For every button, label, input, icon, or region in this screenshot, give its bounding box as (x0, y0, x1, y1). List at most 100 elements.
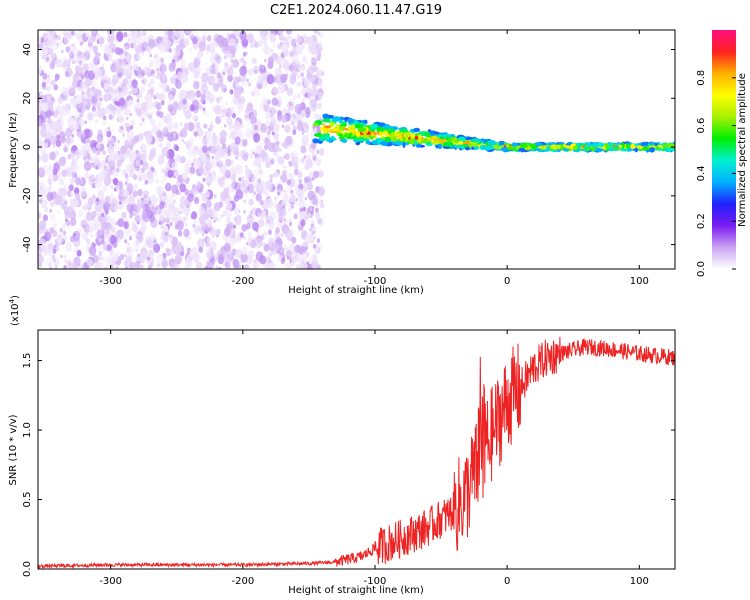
noise-cell (261, 79, 268, 89)
noise-cell (47, 241, 54, 251)
noise-cell (53, 162, 60, 172)
signal-cell (347, 118, 354, 124)
noise-cell (102, 121, 106, 126)
noise-cell (246, 32, 254, 44)
noise-cell (171, 236, 179, 247)
noise-cell (319, 84, 324, 89)
noise-cell (216, 234, 219, 238)
noise-cell (276, 156, 283, 165)
noise-cell (167, 104, 174, 113)
noise-cell (76, 50, 82, 57)
noise-cell (92, 110, 99, 118)
noise-cell (159, 73, 168, 84)
noise-cell (75, 192, 81, 201)
snr-panel: -300 -200 -100 0 100 0.0 0.5 1.0 1.5 Height of … (8, 295, 676, 596)
noise-cell (293, 70, 298, 77)
noise-cell (126, 131, 133, 142)
noise-cell (311, 151, 316, 157)
noise-cell (73, 199, 80, 208)
noise-cell (161, 61, 165, 66)
noise-cell (310, 194, 318, 205)
noise-cell (47, 101, 54, 111)
noise-cell (43, 48, 49, 56)
noise-cell (141, 245, 146, 252)
noise-cell (165, 142, 171, 149)
noise-cell (312, 155, 317, 162)
noise-cell (230, 64, 234, 69)
noise-cell (38, 226, 44, 234)
noise-cell (87, 112, 94, 121)
figure-title: C2E1.2024.060.11.47.G19 (270, 3, 442, 18)
noise-cell (181, 172, 188, 181)
noise-cell (171, 161, 179, 171)
signal-cell (454, 138, 459, 143)
noise-cell (143, 194, 147, 199)
signal-cell (612, 146, 620, 152)
spectrogram-x-tick-label: -100 (364, 276, 387, 287)
noise-cell (316, 150, 320, 155)
noise-cell (67, 206, 74, 214)
noise-cell (205, 199, 212, 208)
noise-cell (123, 221, 129, 229)
noise-cell (304, 127, 309, 134)
signal-cell (357, 127, 367, 132)
noise-cell (243, 236, 246, 240)
noise-cell (301, 129, 305, 134)
noise-cell (306, 78, 312, 85)
noise-cell (38, 167, 46, 178)
noise-cell (40, 37, 45, 44)
noise-cell (271, 39, 274, 43)
noise-cell (200, 83, 208, 94)
noise-cell (166, 120, 175, 131)
noise-cell (250, 91, 255, 97)
noise-cell (140, 264, 144, 269)
signal-cell (357, 120, 362, 123)
noise-cell (183, 199, 188, 205)
noise-cell (315, 71, 321, 79)
noise-cell (38, 116, 44, 127)
noise-cell (163, 225, 169, 232)
signal-cell (432, 131, 440, 135)
noise-cell (108, 165, 112, 170)
noise-cell (264, 137, 271, 146)
noise-cell (156, 253, 164, 264)
signal-cell (519, 143, 528, 149)
noise-cell (101, 257, 105, 261)
noise-cell (206, 237, 211, 243)
noise-cell (152, 73, 156, 79)
noise-cell (113, 142, 118, 148)
spectrogram-y-tick-label: 20 (22, 92, 33, 105)
noise-cell (227, 252, 235, 262)
noise-cell (115, 146, 121, 153)
noise-cell (220, 111, 226, 119)
noise-cell (174, 170, 179, 177)
noise-cell (129, 261, 136, 269)
noise-cell (43, 249, 49, 256)
noise-cell (91, 162, 94, 166)
noise-cell (51, 254, 56, 260)
noise-cell (157, 155, 165, 166)
noise-cell (136, 53, 142, 60)
noise-cell (76, 249, 82, 257)
noise-cell (82, 265, 86, 269)
noise-cell (44, 231, 52, 242)
noise-cell (287, 231, 293, 239)
noise-cell (56, 210, 60, 215)
noise-cell (176, 220, 184, 231)
noise-cell (139, 249, 148, 261)
noise-cell (264, 58, 267, 63)
noise-cell (238, 177, 242, 182)
noise-cell (102, 115, 107, 121)
noise-cell (132, 190, 138, 198)
noise-cell (44, 43, 47, 47)
noise-cell (52, 191, 58, 198)
noise-cell (307, 182, 313, 191)
noise-cell (63, 35, 70, 45)
noise-cell (46, 192, 54, 202)
noise-cell (49, 125, 53, 131)
noise-cell (165, 216, 170, 224)
noise-cell (192, 224, 196, 228)
signal-cell (348, 132, 353, 137)
noise-cell (191, 211, 198, 220)
noise-cell (185, 30, 190, 34)
